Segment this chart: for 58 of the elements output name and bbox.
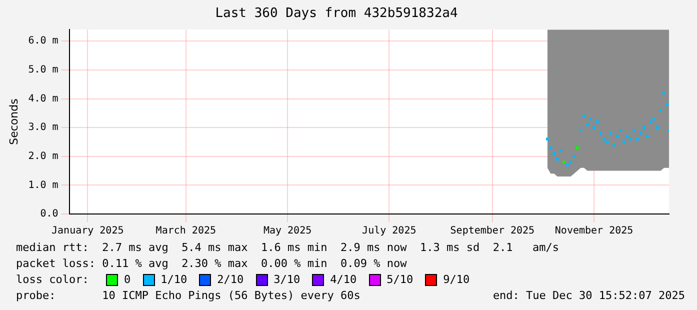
y-tick-label: 2.0 m bbox=[28, 150, 58, 162]
x-tick-label: November 2025 bbox=[554, 226, 634, 237]
point bbox=[562, 160, 566, 164]
y-axis-title: Seconds bbox=[7, 98, 20, 145]
legend-label: 3/10 bbox=[274, 272, 300, 288]
point bbox=[576, 146, 579, 150]
point bbox=[552, 152, 556, 155]
point bbox=[546, 138, 549, 140]
text: probe: 10 ICMP Echo Pings (56 Bytes) every 60s bbox=[16, 288, 360, 304]
point bbox=[616, 134, 619, 138]
y-tick-label: 1.0 m bbox=[28, 180, 58, 191]
legend-title: loss color: bbox=[16, 272, 90, 288]
point bbox=[582, 114, 586, 118]
x-tick-label: January 2025 bbox=[52, 226, 124, 237]
point bbox=[592, 126, 596, 129]
text: packet loss: 0.11 % avg 2.30 % max 0.00 % min 0.09 % now bbox=[16, 256, 408, 272]
point bbox=[586, 123, 589, 126]
point bbox=[606, 140, 609, 144]
point bbox=[626, 134, 629, 138]
point bbox=[656, 126, 659, 129]
legend-label: 1/10 bbox=[160, 272, 188, 288]
point bbox=[652, 118, 656, 120]
point bbox=[602, 138, 606, 140]
point bbox=[572, 154, 576, 158]
text: median rtt: 2.7 ms avg 5.4 ms max 1.6 ms min 2.9 ms now 1.3 ms sd 2.1 am/s bbox=[16, 240, 560, 256]
point bbox=[596, 120, 599, 124]
point bbox=[632, 129, 636, 132]
point bbox=[556, 158, 559, 161]
y-tick-label: 0.0 bbox=[40, 208, 58, 220]
y-tick-label: 4.0 m bbox=[28, 93, 58, 104]
chart-title: Last 360 Days from 432b591832a4 bbox=[215, 6, 458, 22]
x-tick-label: March 2025 bbox=[156, 226, 216, 237]
point bbox=[619, 129, 622, 132]
point bbox=[569, 160, 572, 164]
y-tick-label: 6.0 m bbox=[28, 36, 58, 47]
point bbox=[636, 138, 639, 140]
text: end: Tue Dec 30 15:52:07 2025 bbox=[492, 288, 685, 304]
point bbox=[579, 129, 582, 132]
point bbox=[642, 126, 646, 129]
x-tick-label: September 2025 bbox=[450, 226, 535, 237]
legend-label: 2/10 bbox=[217, 272, 244, 288]
legend-label: 5/10 bbox=[386, 272, 414, 288]
point bbox=[646, 134, 649, 138]
point bbox=[629, 138, 632, 140]
point bbox=[666, 103, 669, 106]
y-tick-label: 3.0 m bbox=[28, 122, 58, 134]
legend-label: 9/10 bbox=[443, 272, 470, 288]
x-tick-label: May 2025 bbox=[263, 226, 312, 237]
point bbox=[662, 92, 666, 94]
point bbox=[559, 149, 562, 152]
point bbox=[566, 164, 569, 166]
legend-label: 4/10 bbox=[330, 272, 357, 288]
y-tick-label: 5.0 m bbox=[28, 64, 58, 76]
point bbox=[589, 118, 592, 120]
point bbox=[612, 143, 616, 146]
x-tick-label: July 2025 bbox=[362, 226, 416, 237]
point bbox=[622, 140, 626, 144]
legend-label: 0 bbox=[124, 272, 131, 288]
